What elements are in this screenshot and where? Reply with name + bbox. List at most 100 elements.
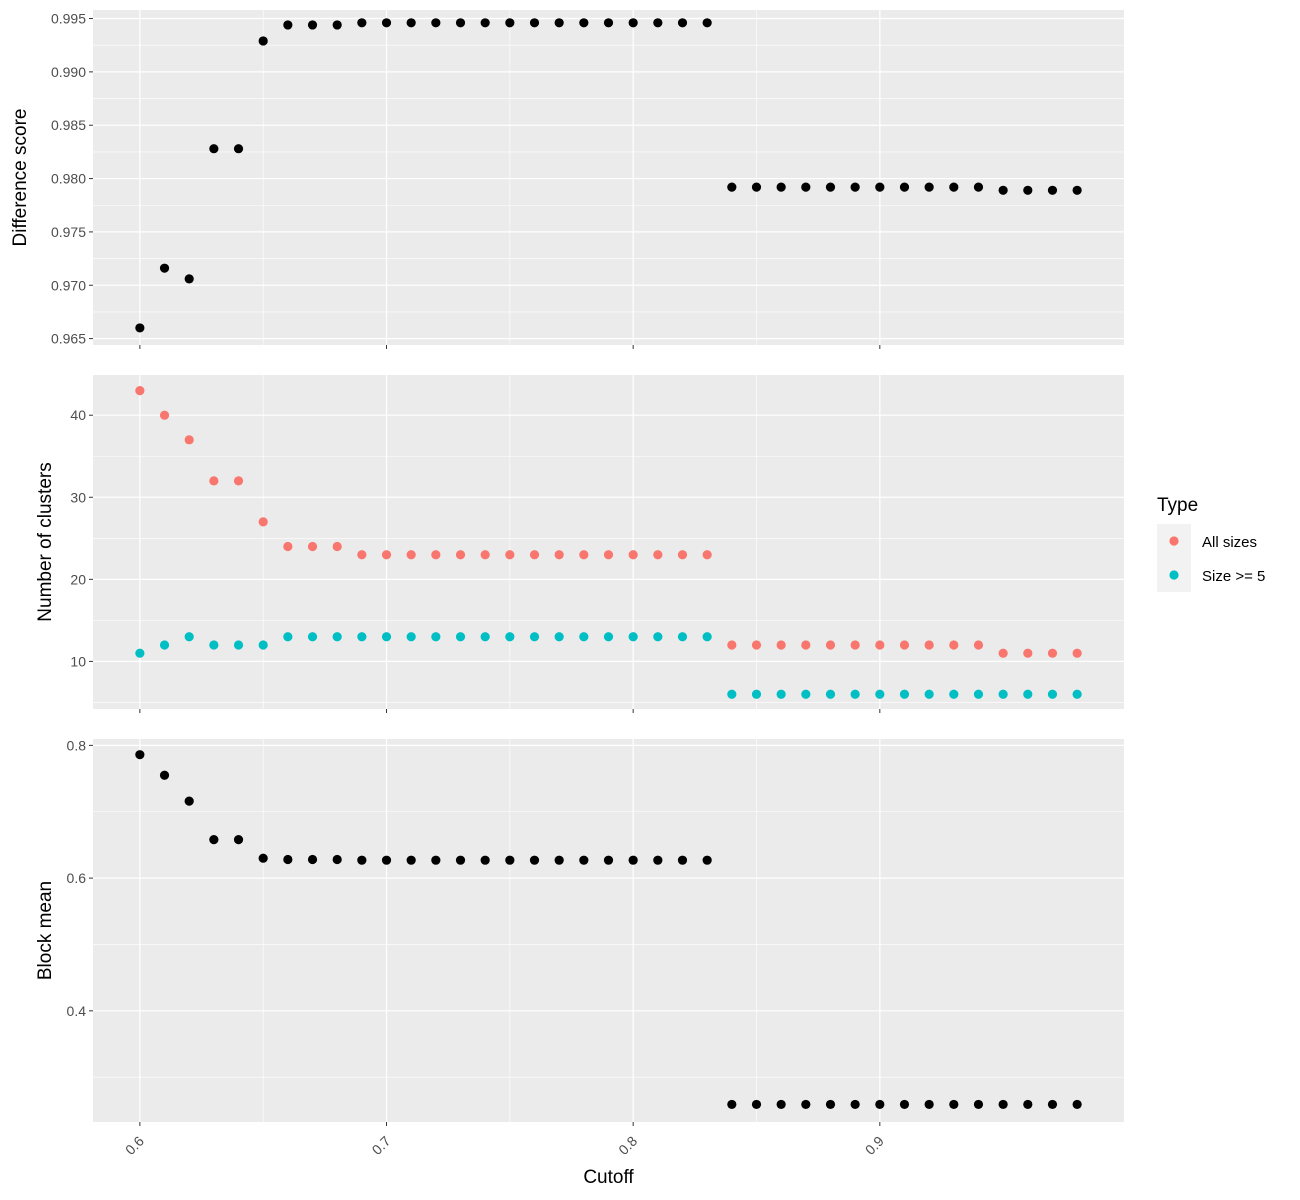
- data-point: [776, 689, 786, 699]
- data-point: [899, 1099, 910, 1110]
- data-point: [1023, 648, 1033, 658]
- data-point: [702, 632, 712, 642]
- data-point: [825, 1099, 836, 1110]
- data-point: [825, 689, 836, 699]
- data-point: [949, 689, 959, 699]
- data-point: [455, 550, 466, 560]
- data-point: [159, 640, 170, 650]
- data-point: [924, 640, 934, 650]
- y-tick-label: 20: [70, 571, 86, 587]
- data-point: [1072, 1099, 1082, 1110]
- data-point: [628, 855, 638, 865]
- data-point: [357, 18, 367, 28]
- data-point: [283, 541, 293, 552]
- data-point: [283, 20, 293, 30]
- data-point: [505, 632, 515, 642]
- data-point: [1072, 648, 1082, 658]
- data-point: [554, 632, 564, 642]
- data-point: [159, 410, 170, 420]
- data-point: [184, 274, 194, 284]
- y-axis-title: Number of clusters: [35, 462, 56, 621]
- x-tick-label: 0.6: [122, 1133, 147, 1158]
- data-point: [949, 640, 959, 650]
- data-point: [135, 385, 145, 396]
- x-tick-label: 0.7: [369, 1133, 394, 1158]
- data-point: [899, 689, 910, 699]
- data-point: [727, 182, 737, 192]
- data-point: [381, 18, 392, 28]
- data-point: [603, 855, 614, 865]
- data-point: [159, 263, 170, 273]
- data-point: [677, 855, 688, 865]
- y-tick-label: 0.990: [51, 64, 86, 80]
- data-point: [776, 182, 786, 192]
- data-point: [998, 185, 1008, 195]
- legend-marker: [1169, 570, 1179, 580]
- data-point: [258, 640, 268, 650]
- data-point: [233, 835, 244, 845]
- data-point: [529, 632, 540, 642]
- data-point: [875, 1099, 885, 1110]
- data-point: [381, 550, 392, 560]
- data-point: [628, 550, 638, 560]
- data-point: [529, 550, 540, 560]
- data-point: [431, 855, 441, 865]
- data-point: [1047, 1099, 1058, 1110]
- data-point: [1072, 689, 1082, 699]
- data-point: [875, 182, 885, 192]
- data-point: [653, 18, 663, 28]
- data-point: [505, 550, 515, 560]
- data-point: [307, 632, 318, 642]
- data-point: [653, 632, 663, 642]
- data-point: [801, 1099, 811, 1110]
- data-point: [233, 640, 244, 650]
- data-point: [480, 632, 490, 642]
- data-point: [307, 541, 318, 552]
- data-point: [875, 689, 885, 699]
- data-point: [1023, 185, 1033, 195]
- y-tick-label: 0.970: [51, 277, 86, 293]
- data-point: [505, 18, 515, 28]
- data-point: [751, 689, 762, 699]
- data-point: [258, 853, 268, 863]
- data-point: [381, 855, 392, 865]
- data-point: [850, 1099, 860, 1110]
- data-point: [233, 476, 244, 486]
- data-point: [949, 182, 959, 192]
- data-point: [258, 36, 268, 46]
- data-point: [850, 640, 860, 650]
- data-point: [973, 182, 984, 192]
- data-point: [480, 855, 490, 865]
- data-point: [554, 855, 564, 865]
- data-point: [480, 550, 490, 560]
- legend-label: All sizes: [1202, 534, 1257, 551]
- data-point: [998, 1099, 1008, 1110]
- data-point: [406, 632, 416, 642]
- data-point: [653, 550, 663, 560]
- data-point: [357, 632, 367, 642]
- data-point: [653, 855, 663, 865]
- data-point: [554, 550, 564, 560]
- data-point: [899, 640, 910, 650]
- data-point: [603, 550, 614, 560]
- data-point: [579, 632, 589, 642]
- data-point: [579, 855, 589, 865]
- data-point: [135, 648, 145, 658]
- data-point: [801, 182, 811, 192]
- data-point: [406, 18, 416, 28]
- y-tick-label: 0.4: [67, 1003, 87, 1019]
- data-point: [431, 18, 441, 28]
- data-point: [529, 18, 540, 28]
- x-tick-label: 0.8: [615, 1133, 640, 1158]
- data-point: [727, 1099, 737, 1110]
- y-tick-label: 0.975: [51, 224, 86, 240]
- data-point: [209, 476, 219, 486]
- y-tick-label: 0.980: [51, 171, 86, 187]
- data-point: [850, 182, 860, 192]
- y-tick-label: 0.6: [67, 870, 87, 886]
- data-point: [455, 18, 466, 28]
- data-point: [159, 770, 170, 780]
- data-point: [579, 550, 589, 560]
- data-point: [480, 18, 490, 28]
